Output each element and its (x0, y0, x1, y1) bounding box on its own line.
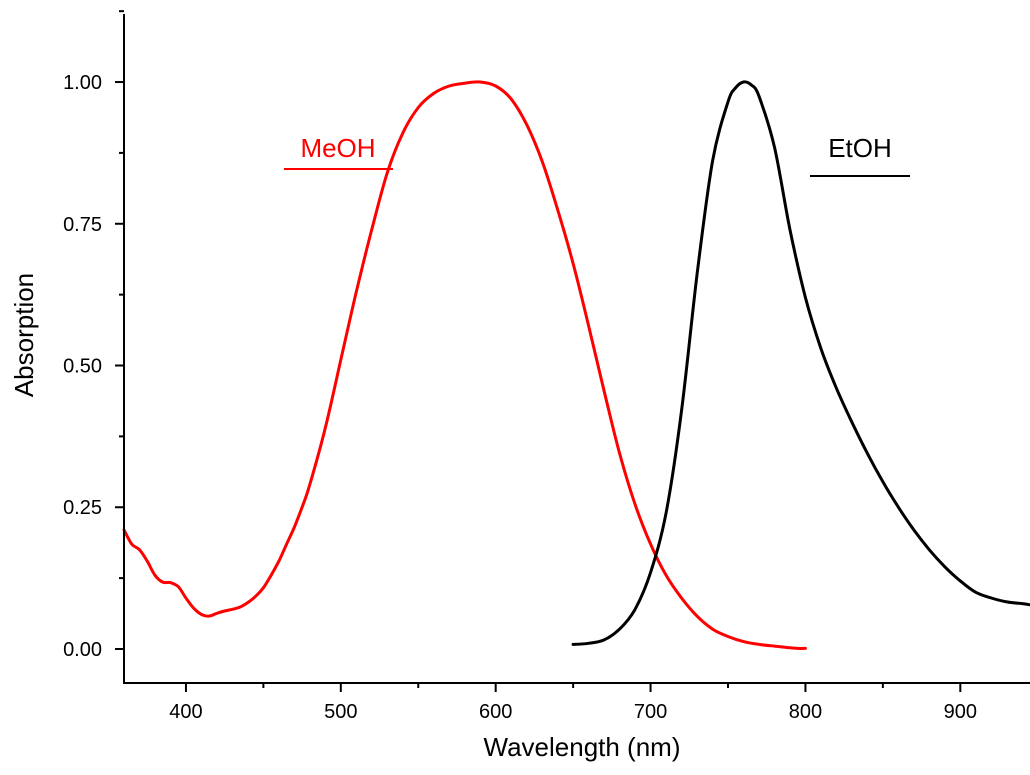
x-ticks: 400 500 600 700 800 900 (169, 683, 977, 723)
y-tick-label: 0.25 (63, 497, 102, 519)
x-tick-label: 500 (324, 701, 357, 723)
y-tick-label: 0.75 (63, 214, 102, 236)
plot-lines (122, 80, 1030, 650)
series-line-etoh (571, 80, 1030, 646)
axes (123, 14, 1030, 684)
series-label-meoh: MeOH (300, 133, 375, 163)
y-ticks: 0.00 0.25 0.50 0.75 1.00 (63, 10, 124, 661)
series-line-meoh (122, 80, 807, 650)
y-tick-label: 1.00 (63, 72, 102, 94)
x-tick-label: 400 (169, 701, 202, 723)
x-tick-label: 900 (944, 701, 977, 723)
y-tick-label: 0.00 (63, 639, 102, 661)
series-labels: MeOH EtOH (284, 133, 910, 177)
x-axis-title: Wavelength (nm) (484, 732, 681, 762)
series-label-etoh: EtOH (828, 133, 892, 163)
y-axis-title: Absorption (9, 273, 39, 397)
x-tick-label: 600 (479, 701, 512, 723)
y-tick-label: 0.50 (63, 356, 102, 378)
x-tick-label: 700 (634, 701, 667, 723)
x-tick-label: 800 (789, 701, 822, 723)
